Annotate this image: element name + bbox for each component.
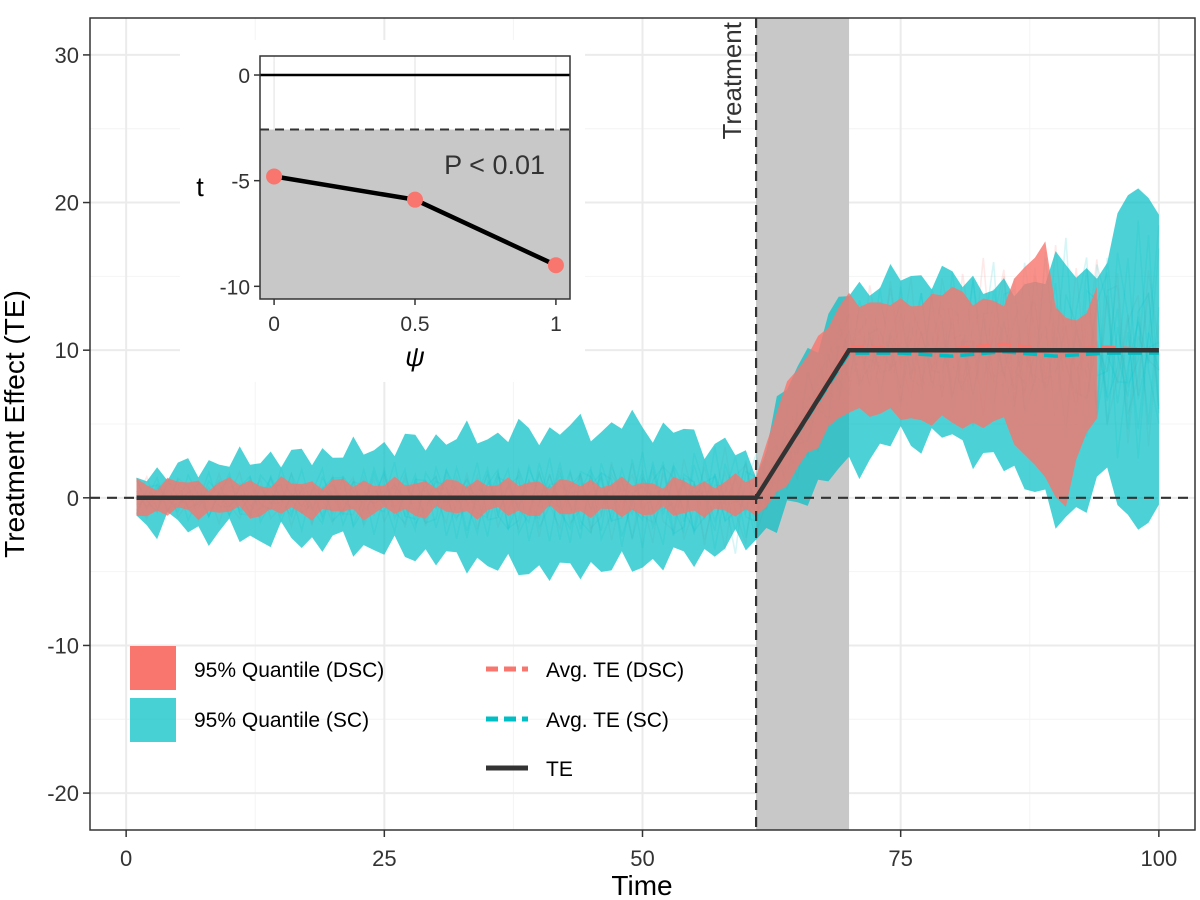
significance-region <box>260 129 570 299</box>
x-tick-label: 25 <box>372 846 396 871</box>
te-line <box>136 347 1159 501</box>
x-axis-ticks: 0 25 50 75 100 <box>120 830 1177 871</box>
x-tick-label: 0 <box>120 846 132 871</box>
t-stat-points <box>266 168 564 274</box>
inset-x-tick-label: 0 <box>268 313 280 336</box>
inset-t-stat-plot: P < 0.01 0 0.5 1 -10-50 ψ t <box>180 40 585 382</box>
legend-label-sc-quantile: 95% Quantile (SC) <box>194 709 369 732</box>
legend-label-avg-te-dsc: Avg. TE (DSC) <box>546 659 684 682</box>
legend-key-sc-fill <box>130 698 176 742</box>
y-tick-label: -10 <box>47 633 79 658</box>
p-value-annotation: P < 0.01 <box>444 150 545 180</box>
inset-y-tick-label: -5 <box>231 171 250 194</box>
inset-y-tick-label: -10 <box>220 276 250 299</box>
inset-x-axis-ticks: 0 0.5 1 <box>268 299 562 336</box>
y-axis-title: Treatment Effect (TE) <box>0 290 30 558</box>
t-stat-point <box>407 191 423 208</box>
inset-y-tick-label: 0 <box>238 65 250 88</box>
legend-label-avg-te-sc: Avg. TE (SC) <box>546 709 669 732</box>
x-tick-label: 75 <box>888 846 912 871</box>
treatment-label: Treatment <box>717 21 747 139</box>
y-axis-ticks: -20 -10 0 10 20 30 <box>47 43 90 806</box>
inset-x-tick-label: 0.5 <box>400 313 429 336</box>
y-tick-label: 10 <box>55 338 79 363</box>
legend: 95% Quantile (DSC) 95% Quantile (SC) Avg… <box>130 646 684 781</box>
x-tick-label: 100 <box>1140 846 1177 871</box>
y-tick-label: -20 <box>47 781 79 806</box>
y-tick-label: 0 <box>67 486 79 511</box>
dsc-quantile-ribbon <box>136 241 1097 521</box>
t-stat-point <box>266 168 283 185</box>
inset-y-axis-title: t <box>196 172 204 202</box>
inset-y-axis-ticks: -10 -5 0 <box>220 65 260 299</box>
x-tick-label: 50 <box>630 846 654 871</box>
legend-label-te: TE <box>546 758 573 781</box>
x-axis-title: Time <box>611 870 672 900</box>
inset-x-axis-title: ψ <box>405 342 425 372</box>
legend-key-dsc-fill <box>130 646 176 690</box>
y-tick-label: 20 <box>55 191 79 216</box>
inset-x-tick-label: 1 <box>550 313 562 336</box>
legend-label-dsc-quantile: 95% Quantile (DSC) <box>194 659 384 682</box>
t-stat-point <box>547 257 564 274</box>
y-tick-label: 30 <box>55 43 79 68</box>
